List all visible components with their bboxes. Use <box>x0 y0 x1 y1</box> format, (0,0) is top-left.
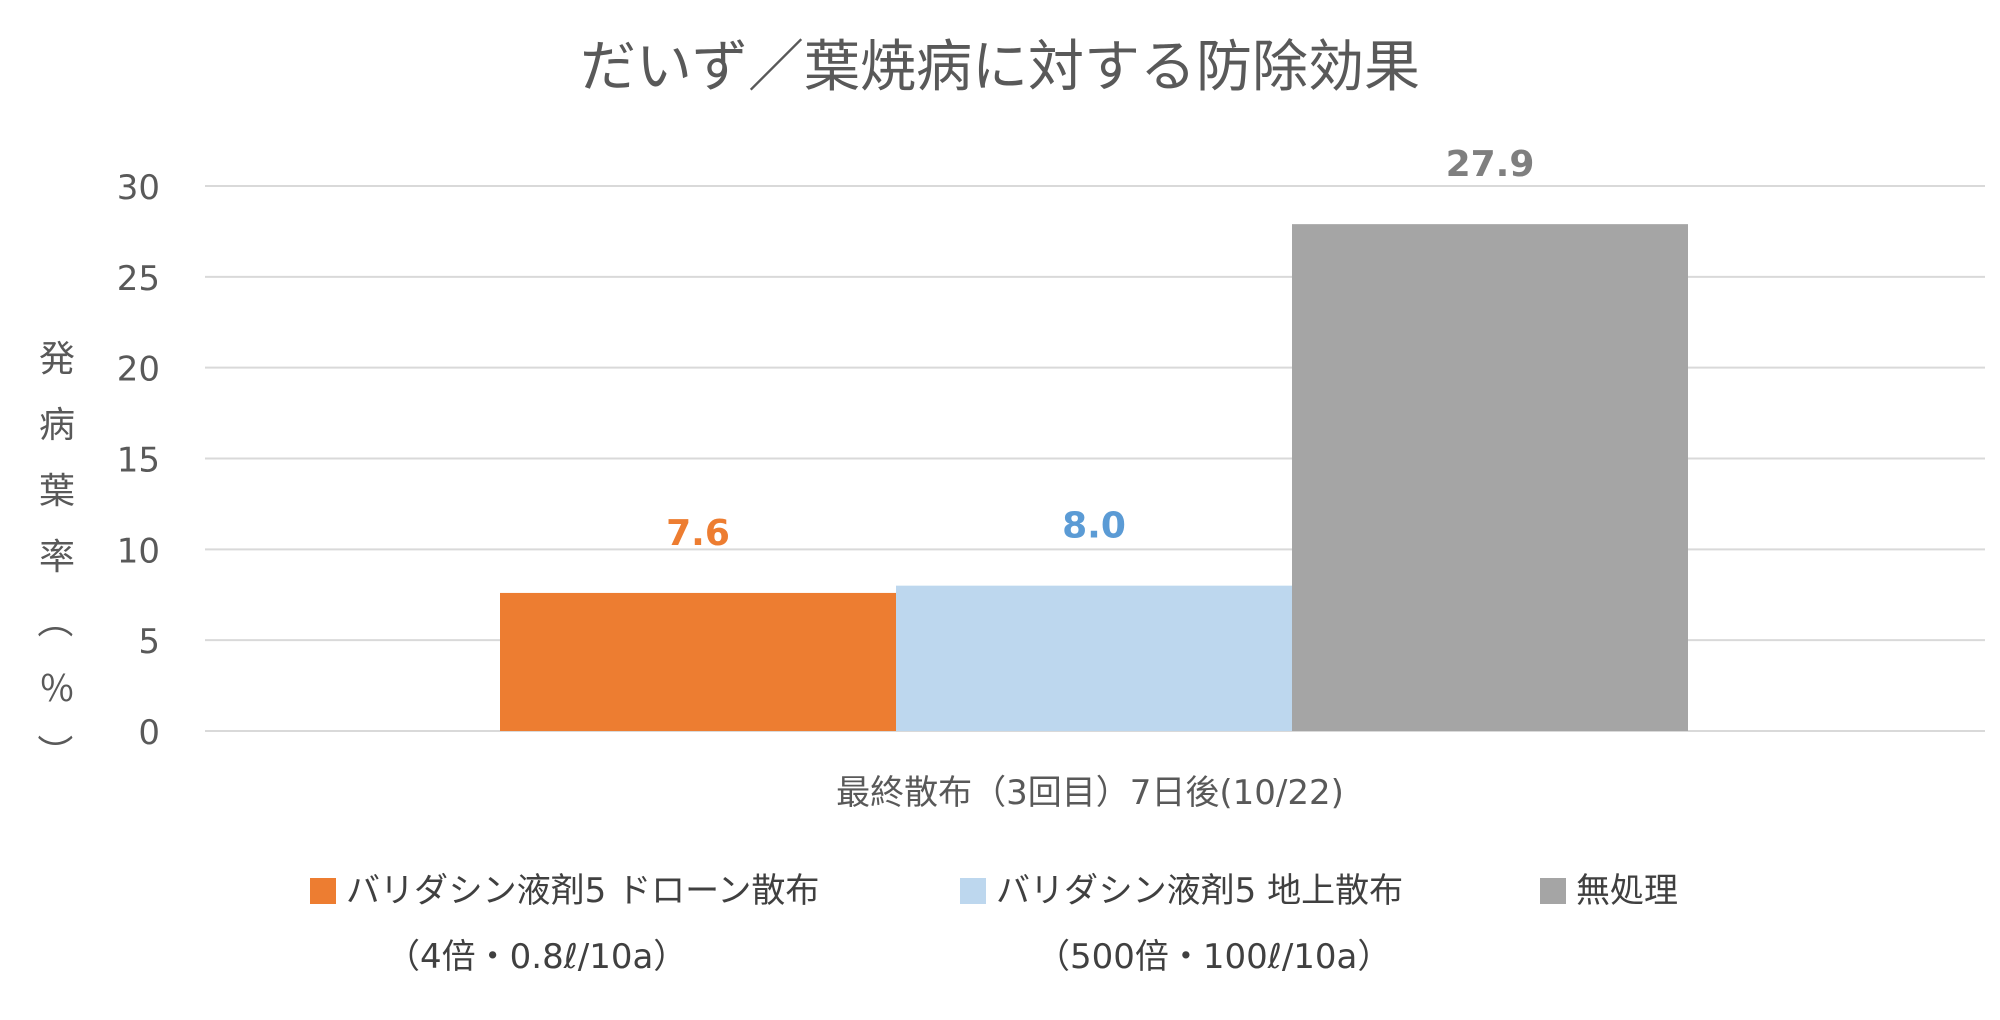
bar-untreated <box>1292 224 1688 731</box>
legend-label-ground: バリダシン液剤5 地上散布 <box>996 871 1404 911</box>
y-tick-label-10: 10 <box>117 531 160 571</box>
data-label-untreated: 27.9 <box>1446 144 1535 185</box>
y-tick-label-30: 30 <box>117 168 160 208</box>
data-labels: 7.6 8.0 27.9 <box>666 144 1534 554</box>
y-tick-label-20: 20 <box>117 350 160 390</box>
bars <box>500 224 1688 731</box>
bar-drone <box>500 592 896 731</box>
legend-sub-ground: （500倍・100ℓ/10a） <box>1036 937 1392 977</box>
y-axis-label-char: ％ <box>38 669 75 710</box>
legend-sub-drone: （4倍・0.8ℓ/10a） <box>386 937 688 977</box>
data-label-ground: 8.0 <box>1062 506 1126 547</box>
legend-swatch-drone <box>310 878 336 904</box>
y-axis-label-char: ） <box>33 733 74 770</box>
y-axis-label-char: 病 <box>38 405 75 446</box>
legend-item-ground: バリダシン液剤5 地上散布 （500倍・100ℓ/10a） <box>960 866 1403 982</box>
legend-label-drone: バリダシン液剤5 ドローン散布 <box>346 871 820 911</box>
legend-swatch-untreated <box>1540 878 1566 904</box>
x-axis-label: 最終散布（3回目）7日後(10/22) <box>836 773 1344 813</box>
y-tick-label-25: 25 <box>117 259 160 299</box>
y-tick-label-0: 0 <box>138 713 160 753</box>
y-axis-label-char: 葉 <box>38 471 75 512</box>
legend-item-drone: バリダシン液剤5 ドローン散布 （4倍・0.8ℓ/10a） <box>310 866 819 982</box>
y-tick-label-15: 15 <box>117 441 160 481</box>
legend-item-untreated: 無処理 <box>1540 866 1678 916</box>
y-tick-label-5: 5 <box>138 622 160 662</box>
bar-ground <box>896 585 1292 731</box>
y-axis-ticks: 0 5 10 15 20 25 30 <box>117 168 160 753</box>
legend-swatch-ground <box>960 878 986 904</box>
chart-title: だいず／葉焼病に対する防除効果 <box>580 35 1420 100</box>
data-label-drone: 7.6 <box>666 513 730 554</box>
y-axis-label-char: （ <box>33 601 74 638</box>
legend-label-untreated: 無処理 <box>1576 871 1678 911</box>
y-axis-label-char: 発 <box>38 339 75 380</box>
y-axis-label-char: 率 <box>38 537 75 578</box>
